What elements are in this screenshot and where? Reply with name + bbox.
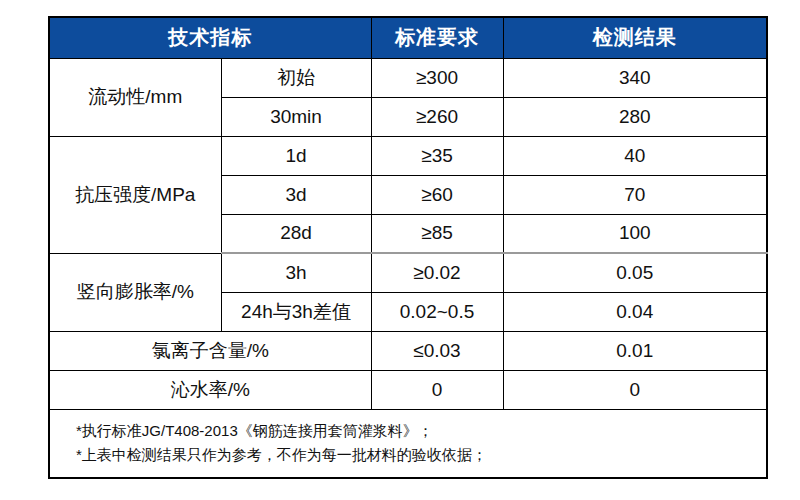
standard-cell: ≥35 [371, 136, 503, 175]
table-header-row: 技术指标 标准要求 检测结果 [49, 17, 767, 58]
sub-cell: 初始 [221, 58, 371, 97]
group-cell-vertical-expansion: 竖向膨胀率/% [49, 253, 221, 331]
result-cell: 340 [503, 58, 767, 97]
group-cell-fluidity: 流动性/mm [49, 58, 221, 136]
table-row: 竖向膨胀率/% 3h ≥0.02 0.05 [49, 253, 767, 292]
result-cell: 0.05 [503, 253, 767, 292]
standard-cell: ≥85 [371, 214, 503, 253]
sub-cell: 28d [221, 214, 371, 253]
header-result: 检测结果 [503, 17, 767, 58]
table-row: 流动性/mm 初始 ≥300 340 [49, 58, 767, 97]
sub-cell: 1d [221, 136, 371, 175]
header-standard: 标准要求 [371, 17, 503, 58]
standard-cell: ≥60 [371, 175, 503, 214]
sub-cell: 24h与3h差值 [221, 292, 371, 331]
header-indicator: 技术指标 [49, 17, 371, 58]
group-cell-compressive-strength: 抗压强度/MPa [49, 136, 221, 253]
spec-table: 技术指标 标准要求 检测结果 流动性/mm 初始 ≥300 340 30min … [48, 16, 768, 479]
table-row: 沁水率/% 0 0 [49, 370, 767, 409]
standard-cell: ≥260 [371, 97, 503, 136]
notes-row: *执行标准JG/T408-2013《钢筋连接用套筒灌浆料》； *上表中检测结果只… [49, 409, 767, 478]
result-cell: 0.04 [503, 292, 767, 331]
result-cell: 0 [503, 370, 767, 409]
result-cell: 280 [503, 97, 767, 136]
group-cell-chloride-content: 氯离子含量/% [49, 331, 371, 370]
spec-table-container: 技术指标 标准要求 检测结果 流动性/mm 初始 ≥300 340 30min … [48, 16, 766, 479]
standard-cell: ≥300 [371, 58, 503, 97]
group-cell-bleeding-rate: 沁水率/% [49, 370, 371, 409]
standard-cell: ≤0.03 [371, 331, 503, 370]
table-row: 抗压强度/MPa 1d ≥35 40 [49, 136, 767, 175]
result-cell: 40 [503, 136, 767, 175]
standard-cell: ≥0.02 [371, 253, 503, 292]
sub-cell: 3h [221, 253, 371, 292]
sub-cell: 30min [221, 97, 371, 136]
result-cell: 100 [503, 214, 767, 253]
standard-cell: 0 [371, 370, 503, 409]
standard-cell: 0.02~0.5 [371, 292, 503, 331]
result-cell: 0.01 [503, 331, 767, 370]
sub-cell: 3d [221, 175, 371, 214]
note-disclaimer: *上表中检测结果只作为参考，不作为每一批材料的验收依据； [76, 443, 756, 467]
table-notes: *执行标准JG/T408-2013《钢筋连接用套筒灌浆料》； *上表中检测结果只… [49, 409, 767, 478]
result-cell: 70 [503, 175, 767, 214]
table-row: 氯离子含量/% ≤0.03 0.01 [49, 331, 767, 370]
note-standard-reference: *执行标准JG/T408-2013《钢筋连接用套筒灌浆料》； [76, 419, 756, 443]
